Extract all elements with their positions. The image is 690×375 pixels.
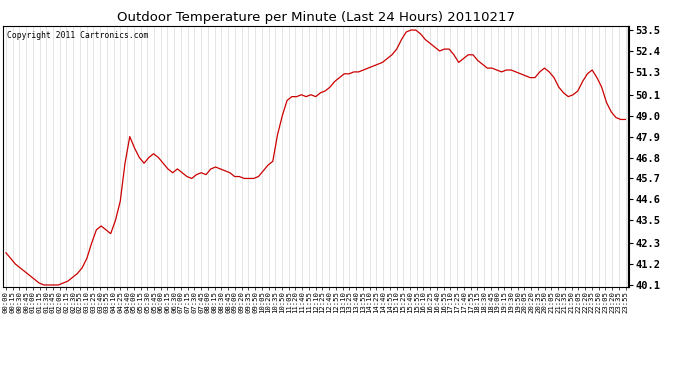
Text: Outdoor Temperature per Minute (Last 24 Hours) 20110217: Outdoor Temperature per Minute (Last 24 … <box>117 11 515 24</box>
Text: Copyright 2011 Cartronics.com: Copyright 2011 Cartronics.com <box>7 32 148 40</box>
